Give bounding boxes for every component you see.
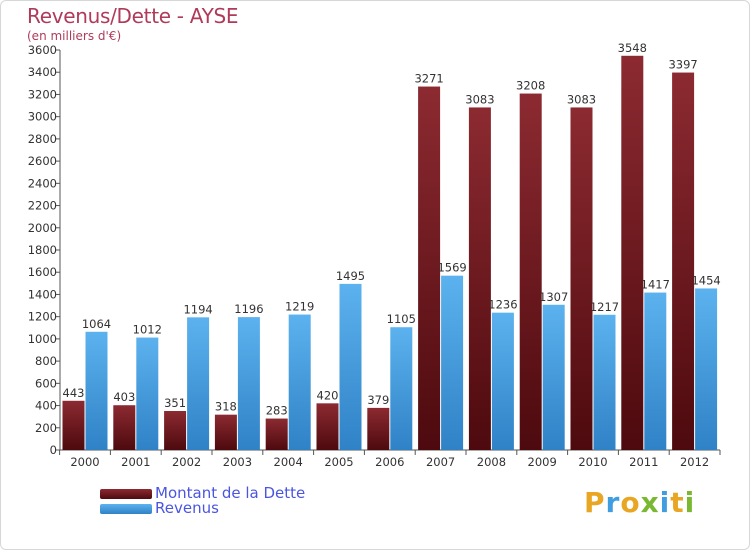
y-tick-label: 600 bbox=[35, 376, 57, 390]
x-tick-label: 2009 bbox=[528, 455, 557, 469]
brand-letter: t bbox=[670, 486, 685, 519]
data-label: 1454 bbox=[691, 273, 720, 287]
data-label: 1569 bbox=[437, 261, 466, 275]
y-tick-label: 3000 bbox=[28, 110, 57, 124]
bar-debt bbox=[316, 403, 339, 450]
x-tick-label: 2010 bbox=[578, 455, 607, 469]
x-tick-label: 2008 bbox=[477, 455, 506, 469]
bar-debt bbox=[62, 400, 85, 450]
bar-revenue bbox=[695, 288, 718, 450]
x-tick-label: 2004 bbox=[274, 455, 303, 469]
bar-debt bbox=[113, 405, 136, 450]
y-tick-label: 2000 bbox=[28, 221, 57, 235]
brand-logo: Proxiti bbox=[584, 486, 695, 519]
bar-revenue bbox=[593, 314, 616, 450]
data-label: 1219 bbox=[285, 300, 314, 314]
y-tick-label: 1400 bbox=[28, 287, 57, 301]
brand-letter: P bbox=[584, 486, 606, 519]
data-label: 351 bbox=[164, 396, 186, 410]
y-tick-label: 1800 bbox=[28, 243, 57, 257]
data-label: 283 bbox=[266, 404, 288, 418]
bar-debt bbox=[367, 407, 390, 450]
data-label: 3208 bbox=[516, 79, 545, 93]
bar-debt bbox=[468, 107, 491, 450]
data-label: 3083 bbox=[465, 92, 494, 106]
data-label: 1495 bbox=[336, 269, 365, 283]
y-tick-label: 1200 bbox=[28, 310, 57, 324]
bar-revenue bbox=[542, 304, 565, 450]
bar-debt bbox=[519, 93, 542, 451]
legend-label-revenue: Revenus bbox=[155, 499, 219, 517]
bar-revenue bbox=[390, 327, 413, 450]
bar-revenue bbox=[339, 283, 362, 450]
data-label: 1417 bbox=[641, 278, 670, 292]
data-label: 1064 bbox=[82, 317, 111, 331]
y-tick-label: 1000 bbox=[28, 332, 57, 346]
bar-debt bbox=[570, 107, 593, 450]
y-tick-label: 2200 bbox=[28, 199, 57, 213]
x-tick-label: 2003 bbox=[223, 455, 252, 469]
y-tick-label: 1600 bbox=[28, 265, 57, 279]
chart-title: Revenus/Dette - AYSE bbox=[27, 4, 239, 28]
bar-revenue bbox=[237, 317, 260, 450]
legend-swatch-revenue bbox=[100, 504, 152, 514]
x-tick-label: 2006 bbox=[375, 455, 404, 469]
bar-revenue bbox=[644, 292, 667, 450]
bar-debt bbox=[214, 414, 237, 450]
legend-label-debt: Montant de la Dette bbox=[155, 484, 306, 502]
data-label: 3548 bbox=[618, 41, 647, 55]
brand-letter: o bbox=[620, 486, 641, 519]
data-label: 420 bbox=[317, 388, 339, 402]
x-tick-label: 2012 bbox=[680, 455, 709, 469]
data-label: 1236 bbox=[488, 298, 517, 312]
chart-subtitle: (en milliers d'€) bbox=[27, 29, 122, 43]
y-tick-label: 400 bbox=[35, 399, 57, 413]
x-tick-label: 2000 bbox=[70, 455, 99, 469]
data-label: 3083 bbox=[567, 92, 596, 106]
brand-letter: r bbox=[605, 486, 621, 519]
bar-revenue bbox=[187, 317, 210, 450]
y-tick-label: 2800 bbox=[28, 132, 57, 146]
x-tick-label: 2002 bbox=[172, 455, 201, 469]
data-label: 1012 bbox=[133, 323, 162, 337]
bar-revenue bbox=[136, 337, 159, 450]
data-label: 3397 bbox=[668, 58, 697, 72]
data-label: 1196 bbox=[234, 302, 263, 316]
x-tick-label: 2001 bbox=[121, 455, 150, 469]
data-label: 3271 bbox=[414, 72, 443, 86]
y-tick-label: 3200 bbox=[28, 87, 57, 101]
data-label: 379 bbox=[367, 393, 389, 407]
data-label: 1105 bbox=[387, 312, 416, 326]
bar-debt bbox=[164, 411, 187, 450]
bar-revenue bbox=[441, 275, 464, 450]
y-tick-label: 800 bbox=[35, 354, 57, 368]
brand-letter: i bbox=[659, 486, 671, 519]
y-tick-label: 2400 bbox=[28, 176, 57, 190]
bar-debt bbox=[418, 86, 441, 451]
bar-debt bbox=[672, 72, 695, 451]
data-label: 443 bbox=[63, 386, 85, 400]
data-label: 403 bbox=[113, 390, 135, 404]
bar-revenue bbox=[491, 312, 514, 450]
x-tick-label: 2011 bbox=[629, 455, 658, 469]
legend-swatch-debt bbox=[100, 489, 152, 499]
y-tick-label: 3600 bbox=[28, 43, 57, 57]
y-tick-label: 3400 bbox=[28, 65, 57, 79]
data-label: 1307 bbox=[539, 290, 568, 304]
data-label: 1217 bbox=[590, 300, 619, 314]
y-tick-label: 0 bbox=[50, 443, 57, 457]
bar-revenue bbox=[288, 314, 311, 450]
x-tick-label: 2007 bbox=[426, 455, 455, 469]
bar-debt bbox=[265, 418, 288, 450]
brand-letter: i bbox=[684, 486, 696, 519]
y-tick-label: 2600 bbox=[28, 154, 57, 168]
x-tick-label: 2005 bbox=[324, 455, 353, 469]
bar-revenue bbox=[85, 331, 108, 450]
y-tick-label: 200 bbox=[35, 421, 57, 435]
data-label: 318 bbox=[215, 400, 237, 414]
brand-letter: x bbox=[640, 486, 660, 519]
bar-debt bbox=[621, 55, 644, 451]
data-label: 1194 bbox=[183, 302, 212, 316]
